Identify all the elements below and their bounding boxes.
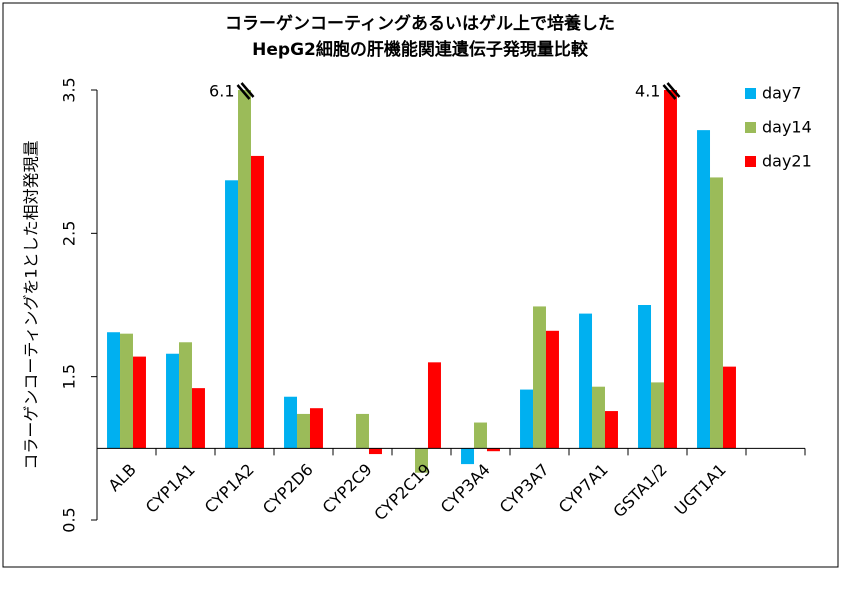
bar (604, 411, 618, 449)
legend-label: day21 (762, 152, 812, 171)
y-tick-label: 3.5 (60, 77, 79, 102)
break-mark (666, 82, 681, 98)
legend-swatch (745, 156, 756, 167)
bar (284, 396, 298, 449)
bar (579, 313, 593, 449)
bar (651, 382, 664, 449)
break-mark (240, 82, 255, 98)
y-axis-label: コラーゲンコーティングを1とした相対発現量 (22, 140, 41, 469)
legend-label: day7 (762, 84, 802, 103)
data-label: 4.1 (635, 82, 660, 101)
chart-title: HepG2細胞の肝機能関連遺伝子発現量比較 (252, 39, 589, 60)
bar (179, 342, 192, 449)
bar (427, 362, 441, 449)
bar (120, 333, 133, 449)
bar (486, 448, 500, 452)
bar (520, 389, 534, 449)
bar (461, 448, 475, 465)
bar (297, 413, 310, 449)
bar (107, 332, 121, 449)
legend-label: day14 (762, 118, 812, 137)
bar (474, 422, 487, 449)
bar (238, 90, 251, 449)
bar (710, 177, 723, 449)
legend-swatch (745, 88, 756, 99)
data-label: 6.1 (209, 82, 234, 101)
bar (545, 330, 559, 449)
bar (166, 353, 180, 449)
bar (356, 413, 369, 449)
bar (697, 130, 711, 449)
y-tick-label: 2.5 (60, 221, 79, 246)
break-mark (662, 84, 677, 100)
break-mark (236, 84, 251, 100)
bar (368, 448, 382, 455)
bar (663, 90, 677, 449)
legend-swatch (745, 122, 756, 133)
y-tick-label: 0.5 (60, 507, 79, 532)
bar (132, 356, 146, 449)
bars (107, 90, 736, 473)
bar (250, 155, 264, 449)
bar (722, 366, 736, 449)
bar (309, 408, 323, 449)
bar (638, 305, 652, 449)
y-tick-label: 1.5 (60, 364, 79, 389)
bar (415, 448, 428, 473)
bar (592, 386, 605, 449)
bar (533, 306, 546, 449)
bar (225, 180, 239, 449)
bar (191, 388, 205, 449)
chart-title: コラーゲンコーティングあるいはゲル上で培養した (225, 13, 615, 34)
